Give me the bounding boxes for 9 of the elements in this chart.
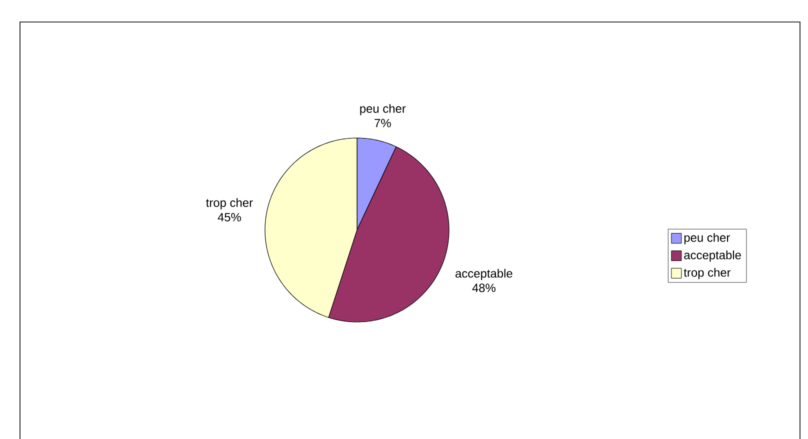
slice-label: acceptable [456, 268, 512, 280]
legend-label: peu cher [684, 233, 730, 244]
slice-label: trop cher [206, 198, 253, 210]
slice-label: peu cher [360, 104, 406, 116]
legend-label: trop cher [684, 268, 731, 280]
data-label: 45% [218, 212, 241, 222]
data-label: 7% [374, 118, 391, 128]
data-label: 48% [472, 284, 496, 292]
legend-label: acceptable [684, 250, 741, 262]
